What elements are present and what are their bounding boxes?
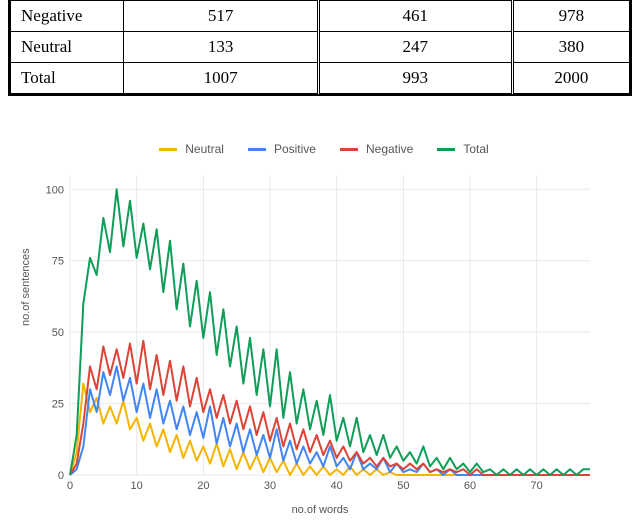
svg-text:50: 50 <box>397 480 409 492</box>
chart-svg: 0 25 50 75 100 0 10 20 30 40 50 60 70 <box>30 170 600 500</box>
svg-text:10: 10 <box>131 480 143 492</box>
table-cell: 2000 <box>512 63 629 94</box>
svg-text:75: 75 <box>52 256 64 268</box>
svg-text:60: 60 <box>464 480 476 492</box>
svg-text:70: 70 <box>531 480 543 492</box>
svg-text:100: 100 <box>46 184 64 196</box>
legend-item: Negative <box>332 142 413 156</box>
distribution-chart: NeutralPositiveNegativeTotal no.of sente… <box>30 136 610 516</box>
table-cell: 517 <box>124 1 318 32</box>
svg-text:0: 0 <box>67 480 73 492</box>
table-row: Negative517461978 <box>11 1 630 32</box>
table-row: Neutral133247380 <box>11 32 630 63</box>
table-row: Total10079932000 <box>11 63 630 94</box>
table-cell: 461 <box>318 1 512 32</box>
svg-text:40: 40 <box>331 480 343 492</box>
table-cell: 380 <box>512 32 629 63</box>
x-axis-label: no.of words <box>30 504 610 516</box>
svg-text:20: 20 <box>197 480 209 492</box>
legend-swatch <box>248 148 266 151</box>
legend-item: Total <box>429 142 488 156</box>
table-cell: 133 <box>124 32 318 63</box>
legend-swatch <box>159 148 177 151</box>
legend-item: Positive <box>240 142 316 156</box>
data-table: Negative517461978Neutral133247380Total10… <box>8 0 632 96</box>
table-cell: 993 <box>318 63 512 94</box>
table-cell: 247 <box>318 32 512 63</box>
svg-text:30: 30 <box>264 480 276 492</box>
legend-swatch <box>437 148 455 151</box>
table-cell: Negative <box>11 1 124 32</box>
svg-text:50: 50 <box>52 327 64 339</box>
table-cell: 1007 <box>124 63 318 94</box>
table-cell: Neutral <box>11 32 124 63</box>
table-cell: Total <box>11 63 124 94</box>
table-cell: 978 <box>512 1 629 32</box>
legend-swatch <box>340 148 358 151</box>
svg-text:0: 0 <box>58 470 64 482</box>
svg-text:25: 25 <box>52 399 64 411</box>
legend-item: Neutral <box>151 142 224 156</box>
y-axis-label: no.of sentences <box>20 248 32 326</box>
chart-legend: Neutral Positive Negative Total <box>30 136 610 170</box>
